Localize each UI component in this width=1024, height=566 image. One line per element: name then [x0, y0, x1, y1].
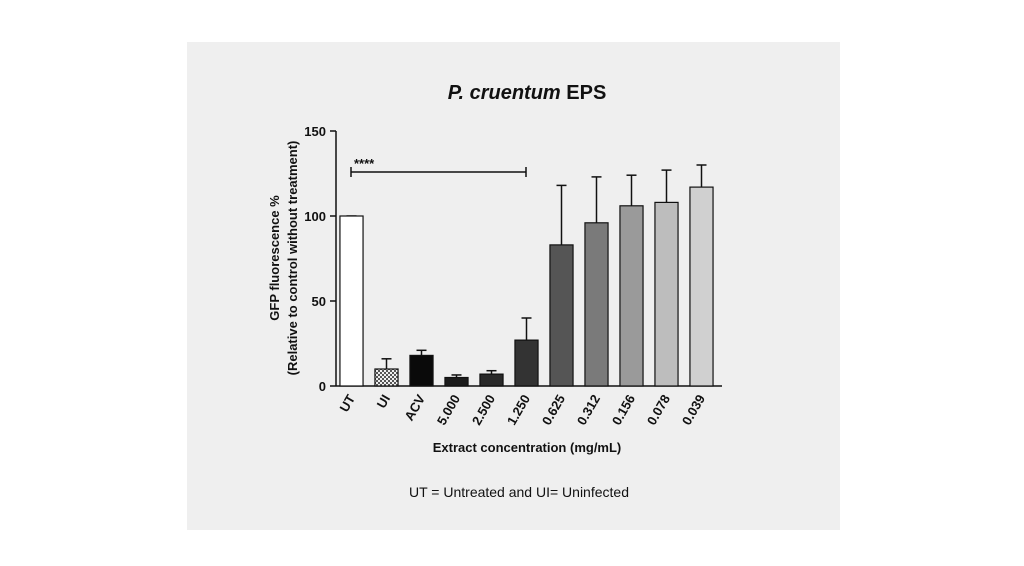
bar	[409, 354, 434, 387]
title-plain: EPS	[566, 82, 606, 104]
x-tick-label: UI	[374, 392, 393, 411]
y-tick-label: 150	[304, 124, 326, 139]
y-tick-label: 0	[319, 379, 326, 394]
y-tick-label: 100	[304, 209, 326, 224]
bar	[654, 201, 679, 387]
y-axis-label: (Relative to control without treatment)	[285, 141, 300, 376]
bar	[689, 186, 714, 387]
bar	[549, 244, 574, 387]
bar	[584, 222, 609, 387]
bar	[619, 205, 644, 387]
bar	[339, 215, 364, 387]
title-italic: P. cruentum	[448, 82, 561, 104]
bar	[374, 368, 399, 387]
caption: UT = Untreated and UI= Uninfected	[409, 484, 629, 500]
panel	[187, 42, 840, 530]
bar	[514, 339, 539, 387]
y-axis-label: GFP fluorescence %	[267, 195, 282, 321]
bar	[444, 376, 469, 387]
chart-title: P. cruentum EPS	[448, 82, 607, 104]
significance-label: ****	[354, 156, 375, 171]
x-axis-label: Extract concentration (mg/mL)	[433, 440, 622, 455]
bar	[479, 373, 504, 387]
y-tick-label: 50	[312, 294, 326, 309]
